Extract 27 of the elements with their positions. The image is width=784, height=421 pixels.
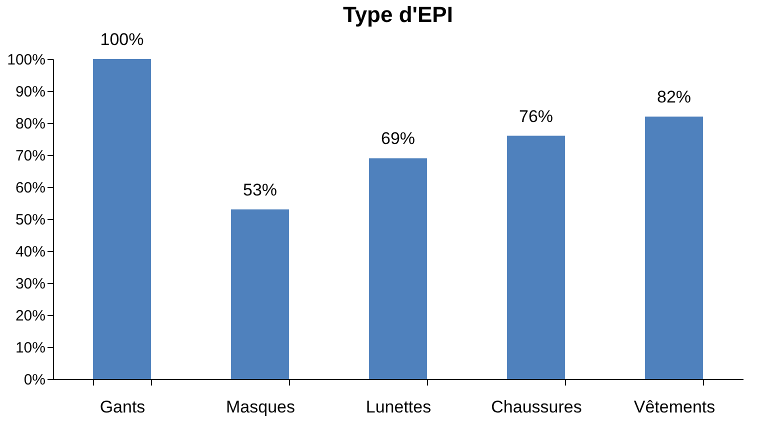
y-tick-label: 90% (15, 84, 46, 100)
y-tick-label: 100% (7, 52, 46, 68)
data-label: 100% (100, 30, 144, 49)
bar (645, 116, 703, 379)
x-tick-label: Gants (100, 398, 146, 416)
y-tick-label: 20% (15, 308, 46, 324)
y-tick-label: 30% (15, 276, 46, 292)
bar (507, 136, 565, 379)
data-label: 53% (242, 180, 278, 200)
bar (231, 209, 289, 379)
x-tick-label: Lunettes (366, 398, 432, 416)
x-tick-label: Chaussures (491, 398, 582, 416)
data-label: 82% (656, 88, 692, 107)
y-tick-label: 10% (15, 340, 46, 356)
chart-title: Type d'EPI (343, 2, 453, 27)
y-tick-label: 70% (15, 148, 46, 164)
data-label: 76% (518, 106, 554, 126)
y-tick-label: 0% (24, 372, 46, 388)
data-label: 69% (380, 129, 416, 148)
y-tick-label: 50% (15, 212, 46, 228)
x-tick-label: Masques (226, 398, 295, 416)
x-tick-label: Vêtements (634, 398, 716, 416)
bar (93, 59, 151, 379)
bar (369, 158, 427, 379)
y-tick-label: 60% (15, 180, 46, 196)
y-tick-label: 40% (15, 244, 46, 260)
y-tick-label: 80% (15, 116, 46, 132)
